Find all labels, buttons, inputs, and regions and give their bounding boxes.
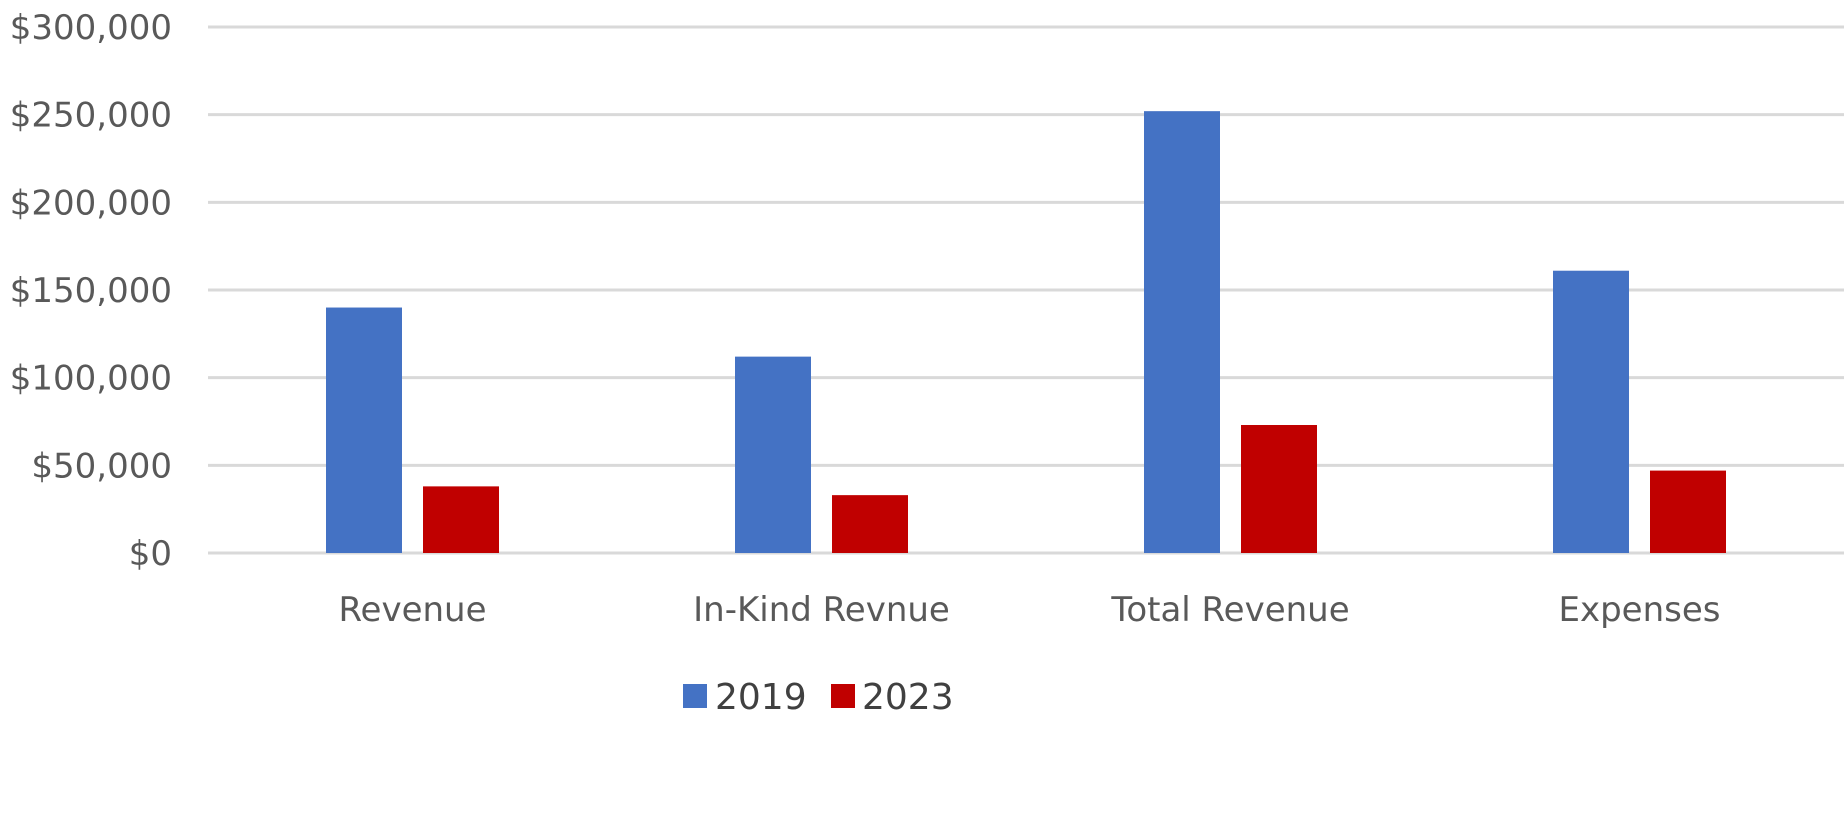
legend-label-2019: 2019 — [715, 677, 807, 718]
y-tick-label: $150,000 — [10, 271, 172, 311]
bar-2019-expenses — [1553, 270, 1629, 553]
bar-2023-revenue — [423, 486, 499, 553]
x-axis-category-labels: Revenue In-Kind Revnue Total Revenue Expens… — [338, 590, 1720, 630]
legend-swatch-2023 — [831, 684, 855, 708]
y-tick-label: $200,000 — [10, 183, 172, 223]
gridlines — [208, 25, 1844, 555]
bar-2019-revenue — [326, 307, 402, 553]
y-tick-label: $100,000 — [10, 359, 172, 399]
bar-2023-expenses — [1650, 470, 1726, 553]
legend-swatch-2019 — [683, 684, 707, 708]
y-axis-tick-labels: $0 $50,000 $100,000 $150,000 $200,000 $250,00… — [10, 8, 172, 574]
x-category-label: In-Kind Revnue — [693, 590, 950, 630]
legend: 2019 2023 — [683, 677, 954, 718]
x-category-label: Total Revenue — [1110, 590, 1349, 630]
bar-2023-in-kind-revnue — [832, 495, 908, 553]
y-tick-label: $50,000 — [31, 446, 172, 486]
x-category-label: Expenses — [1559, 590, 1721, 630]
y-tick-label: $250,000 — [10, 96, 172, 136]
bar-2019-in-kind-revnue — [735, 356, 811, 553]
x-category-label: Revenue — [338, 590, 486, 630]
bars — [326, 111, 1726, 553]
bar-2023-total-revenue — [1241, 425, 1317, 553]
y-tick-label: $0 — [129, 534, 172, 574]
legend-label-2023: 2023 — [862, 677, 954, 718]
y-tick-label: $300,000 — [10, 8, 172, 48]
bar-2019-total-revenue — [1144, 111, 1220, 553]
